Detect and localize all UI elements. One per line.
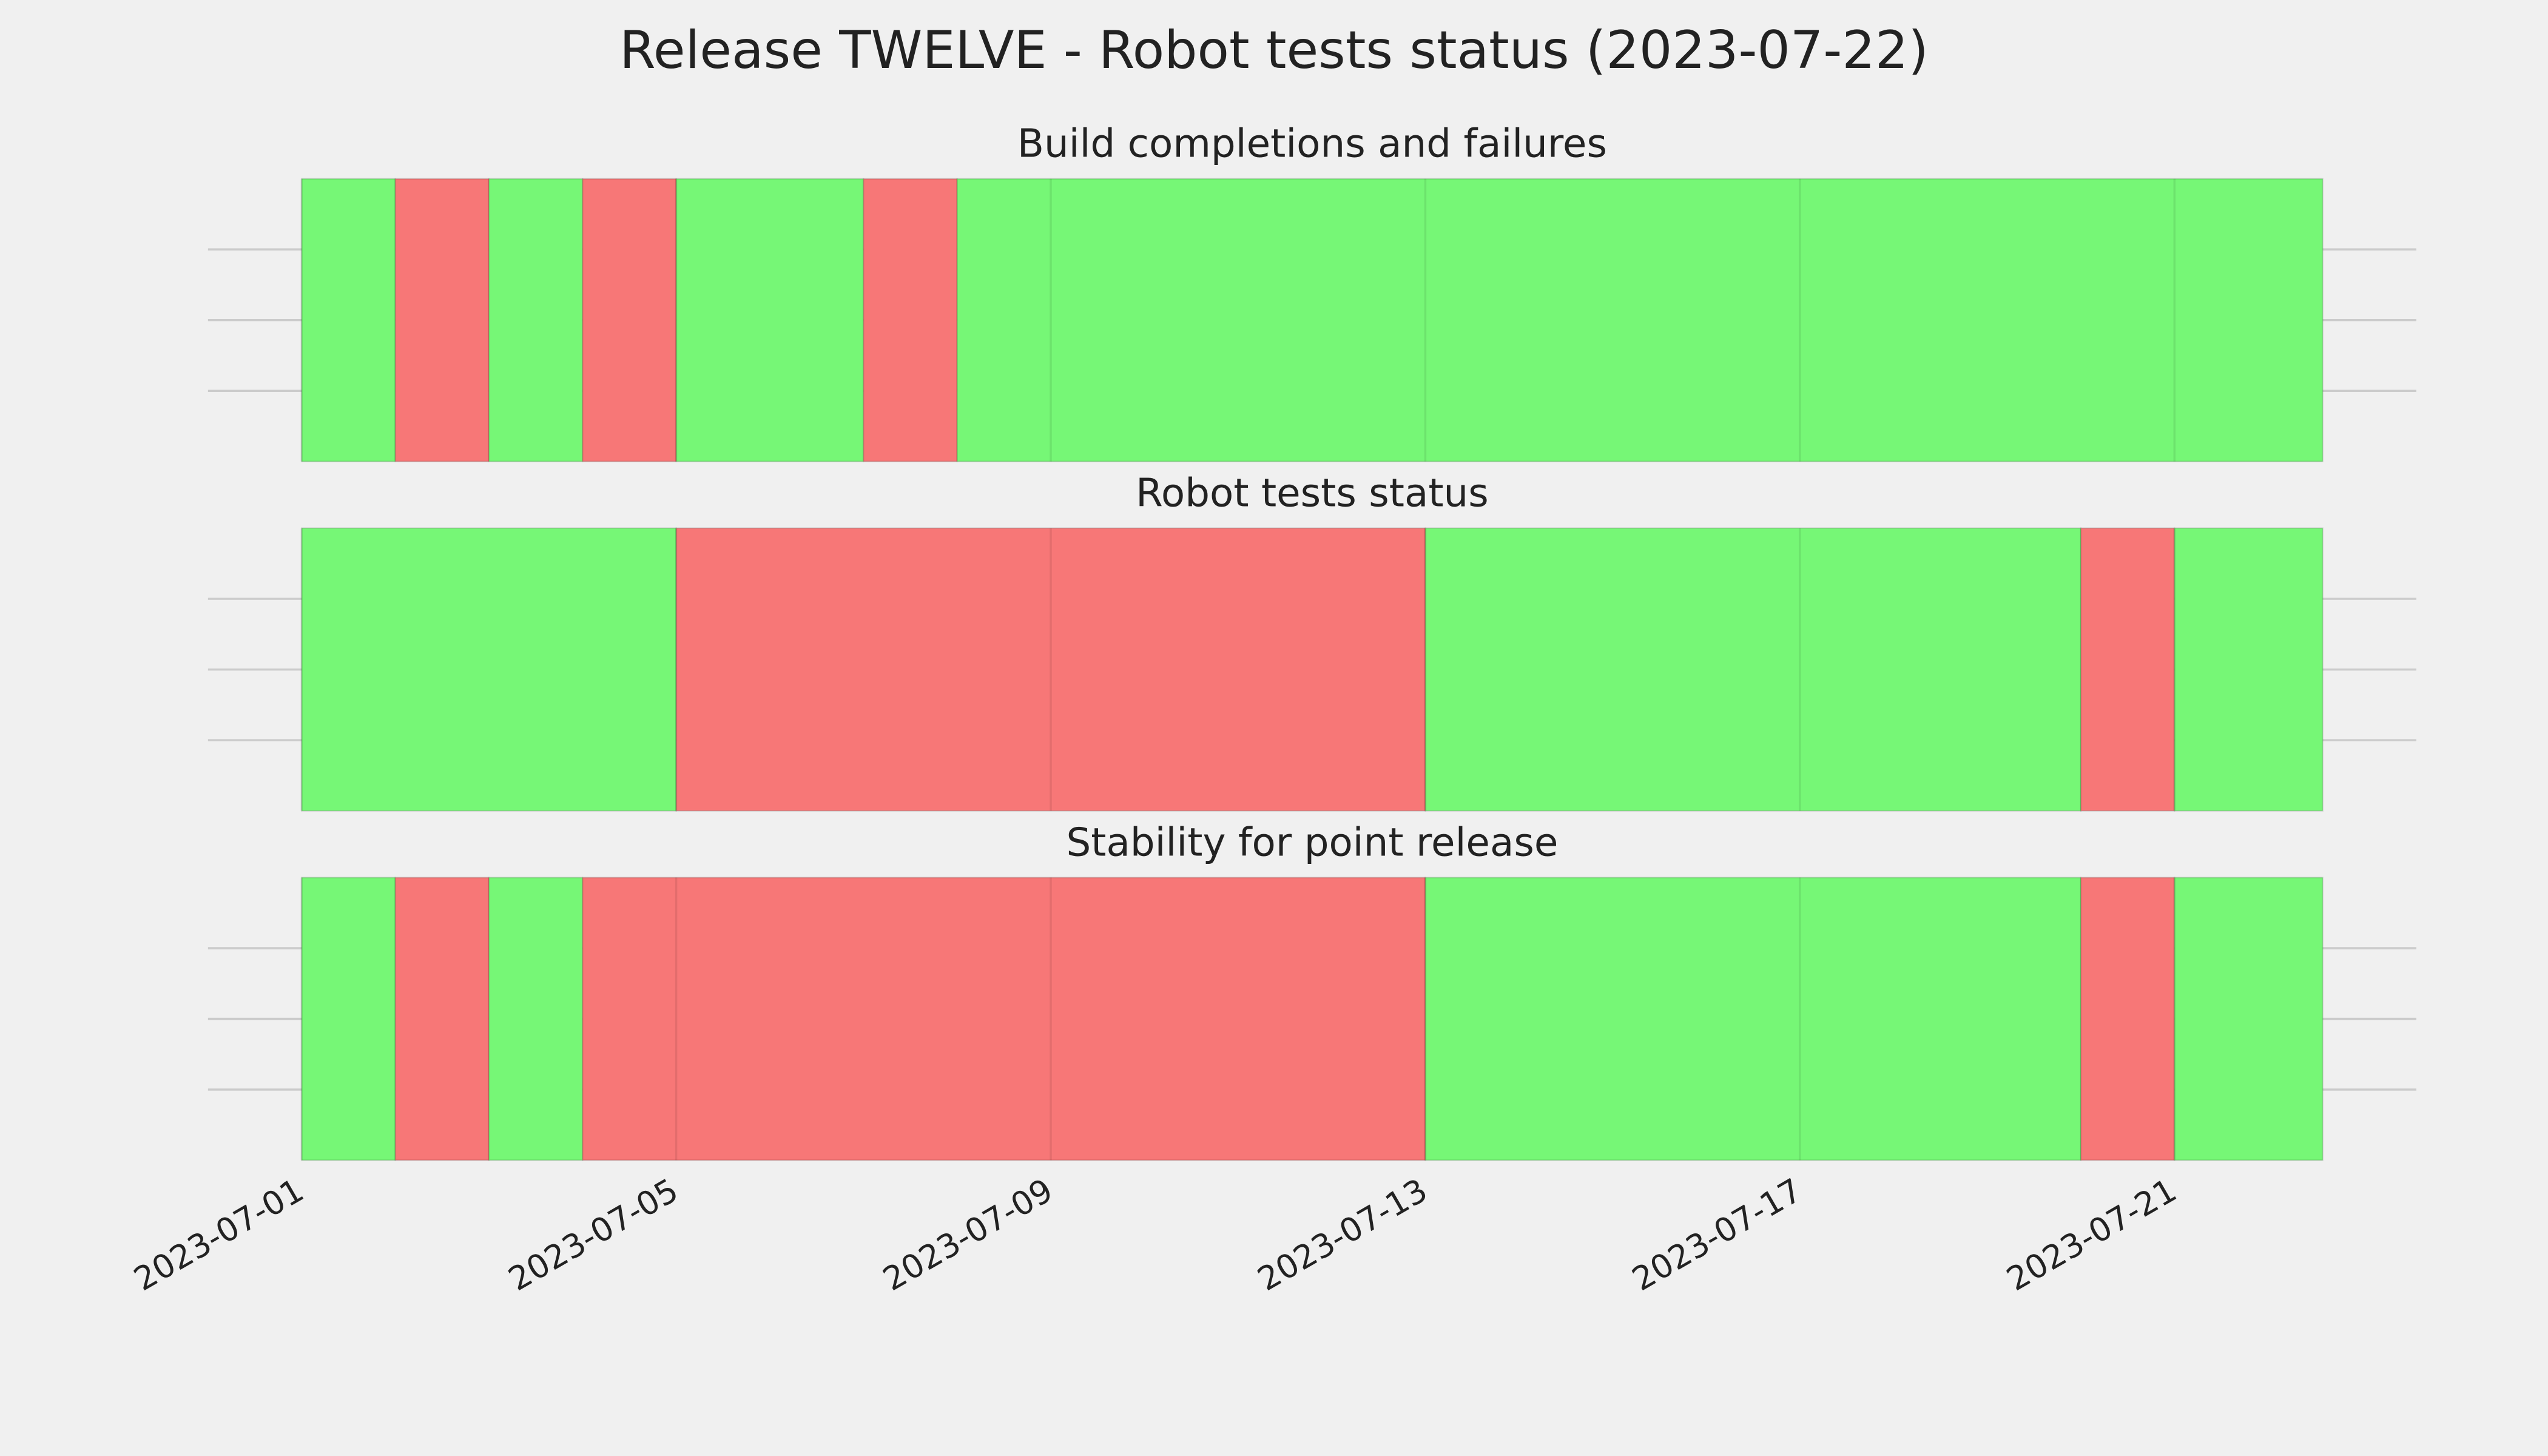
status-segment — [582, 877, 1426, 1161]
status-segment — [394, 877, 490, 1161]
status-segment — [863, 178, 958, 462]
status-segment — [301, 877, 396, 1161]
subplot-title: Stability for point release — [1067, 820, 1559, 865]
status-segment — [301, 178, 396, 462]
status-segment — [2174, 527, 2324, 812]
status-segment — [488, 178, 584, 462]
status-segment — [956, 178, 2324, 462]
status-segment — [1424, 877, 2082, 1161]
status-segment — [488, 877, 584, 1161]
subplot-title: Build completions and failures — [1017, 121, 1607, 167]
chart-title: Release TWELVE - Robot tests status (202… — [619, 20, 1929, 81]
status-segment — [582, 178, 677, 462]
status-segment — [394, 178, 490, 462]
status-segment — [2174, 877, 2324, 1161]
status-segment — [675, 178, 864, 462]
status-segment — [301, 527, 677, 812]
subplot-title: Robot tests status — [1136, 471, 1489, 516]
status-segment — [2080, 527, 2176, 812]
status-segment — [1424, 527, 2082, 812]
status-segment — [2080, 877, 2176, 1161]
status-segment — [675, 527, 1426, 812]
